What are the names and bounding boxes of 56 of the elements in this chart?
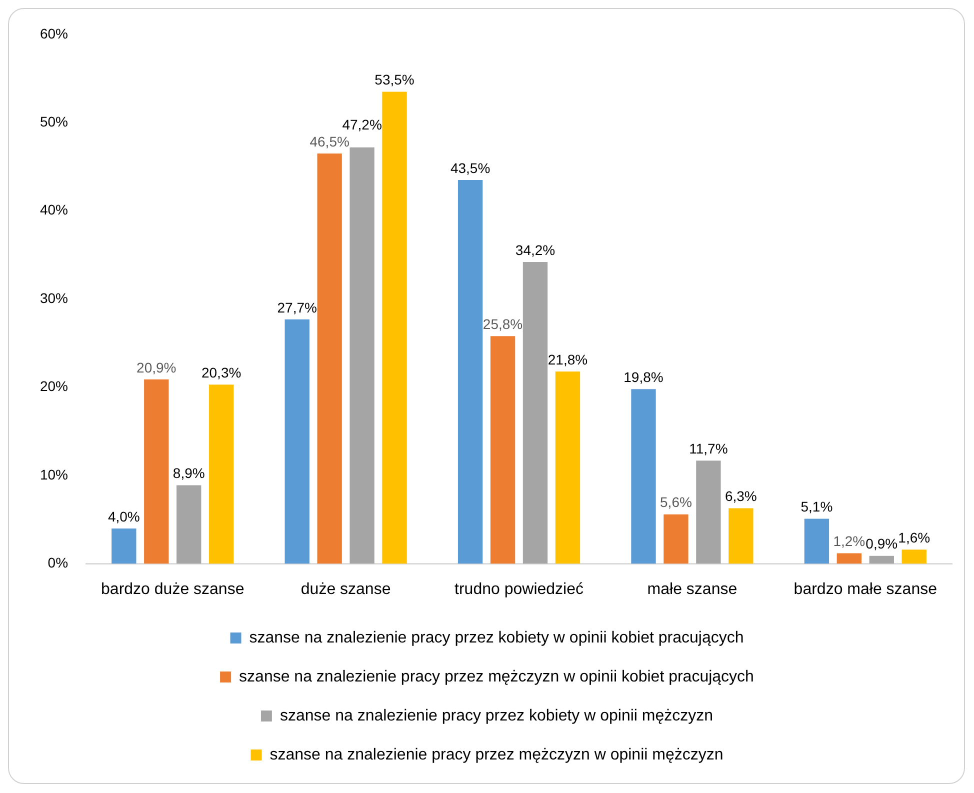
x-tick-label: bardzo małe szanse xyxy=(794,580,938,598)
data-label: 11,7% xyxy=(689,440,728,456)
legend-label: szanse na znalezienie pracy przez mężczyzn w opinii kobiet pracujących xyxy=(239,668,754,686)
data-label: 25,8% xyxy=(482,316,523,332)
y-tick-label: 40% xyxy=(40,202,68,218)
bar xyxy=(836,553,862,564)
y-tick-label: 10% xyxy=(40,466,68,482)
y-tick-label: 60% xyxy=(40,25,68,42)
y-tick-label: 0% xyxy=(48,554,68,571)
bar xyxy=(176,485,202,564)
bar xyxy=(490,336,516,564)
bar xyxy=(696,460,721,564)
bar xyxy=(208,384,234,564)
bar xyxy=(458,180,483,564)
data-label: 27,7% xyxy=(277,299,317,316)
x-tick-label: duże szanse xyxy=(300,580,391,598)
y-tick-label: 30% xyxy=(40,290,68,306)
bar xyxy=(728,508,754,564)
data-label: 5,1% xyxy=(800,498,833,515)
bar xyxy=(350,147,374,564)
data-label: 20,3% xyxy=(201,364,242,381)
bar xyxy=(804,518,830,564)
data-label: 1,6% xyxy=(898,530,930,546)
data-label: 19,8% xyxy=(624,368,664,385)
data-label: 6,3% xyxy=(724,488,757,504)
bar xyxy=(869,556,894,564)
data-label: 21,8% xyxy=(548,351,588,368)
legend-label: szanse na znalezienie pracy przez mężczyzn w opinii mężczyzn xyxy=(270,746,724,764)
data-label: 34,2% xyxy=(515,242,556,258)
bar xyxy=(664,514,688,564)
data-label: 4,0% xyxy=(108,508,140,524)
data-label: 47,2% xyxy=(342,116,382,132)
bar xyxy=(631,389,656,564)
x-tick-label: bardzo duże szanse xyxy=(101,580,244,598)
bar xyxy=(284,319,310,564)
bar xyxy=(112,528,136,564)
y-tick-label: 20% xyxy=(40,378,68,394)
bar xyxy=(382,92,407,564)
data-label: 8,9% xyxy=(172,465,205,482)
bar xyxy=(555,371,580,564)
legend-label: szanse na znalezienie pracy przez kobiety w opinii kobiet pracujących xyxy=(249,629,744,646)
data-label: 53,5% xyxy=(374,72,414,88)
data-label: 5,6% xyxy=(660,494,692,510)
x-tick-label: małe szanse xyxy=(647,580,738,598)
data-label: 43,5% xyxy=(450,160,490,176)
data-label: 46,5% xyxy=(310,133,350,150)
bar xyxy=(902,550,926,564)
data-label: 0,9% xyxy=(866,536,898,552)
bar xyxy=(522,262,548,564)
x-tick-label: trudno powiedzieć xyxy=(454,580,584,598)
legend-label: szanse na znalezienie pracy przez kobiety w opinii mężczyzn xyxy=(280,707,714,724)
y-tick-label: 50% xyxy=(40,113,68,130)
data-label: 20,9% xyxy=(136,359,176,376)
data-label: 1,2% xyxy=(833,533,866,550)
bar xyxy=(144,379,169,564)
bar xyxy=(317,154,342,564)
